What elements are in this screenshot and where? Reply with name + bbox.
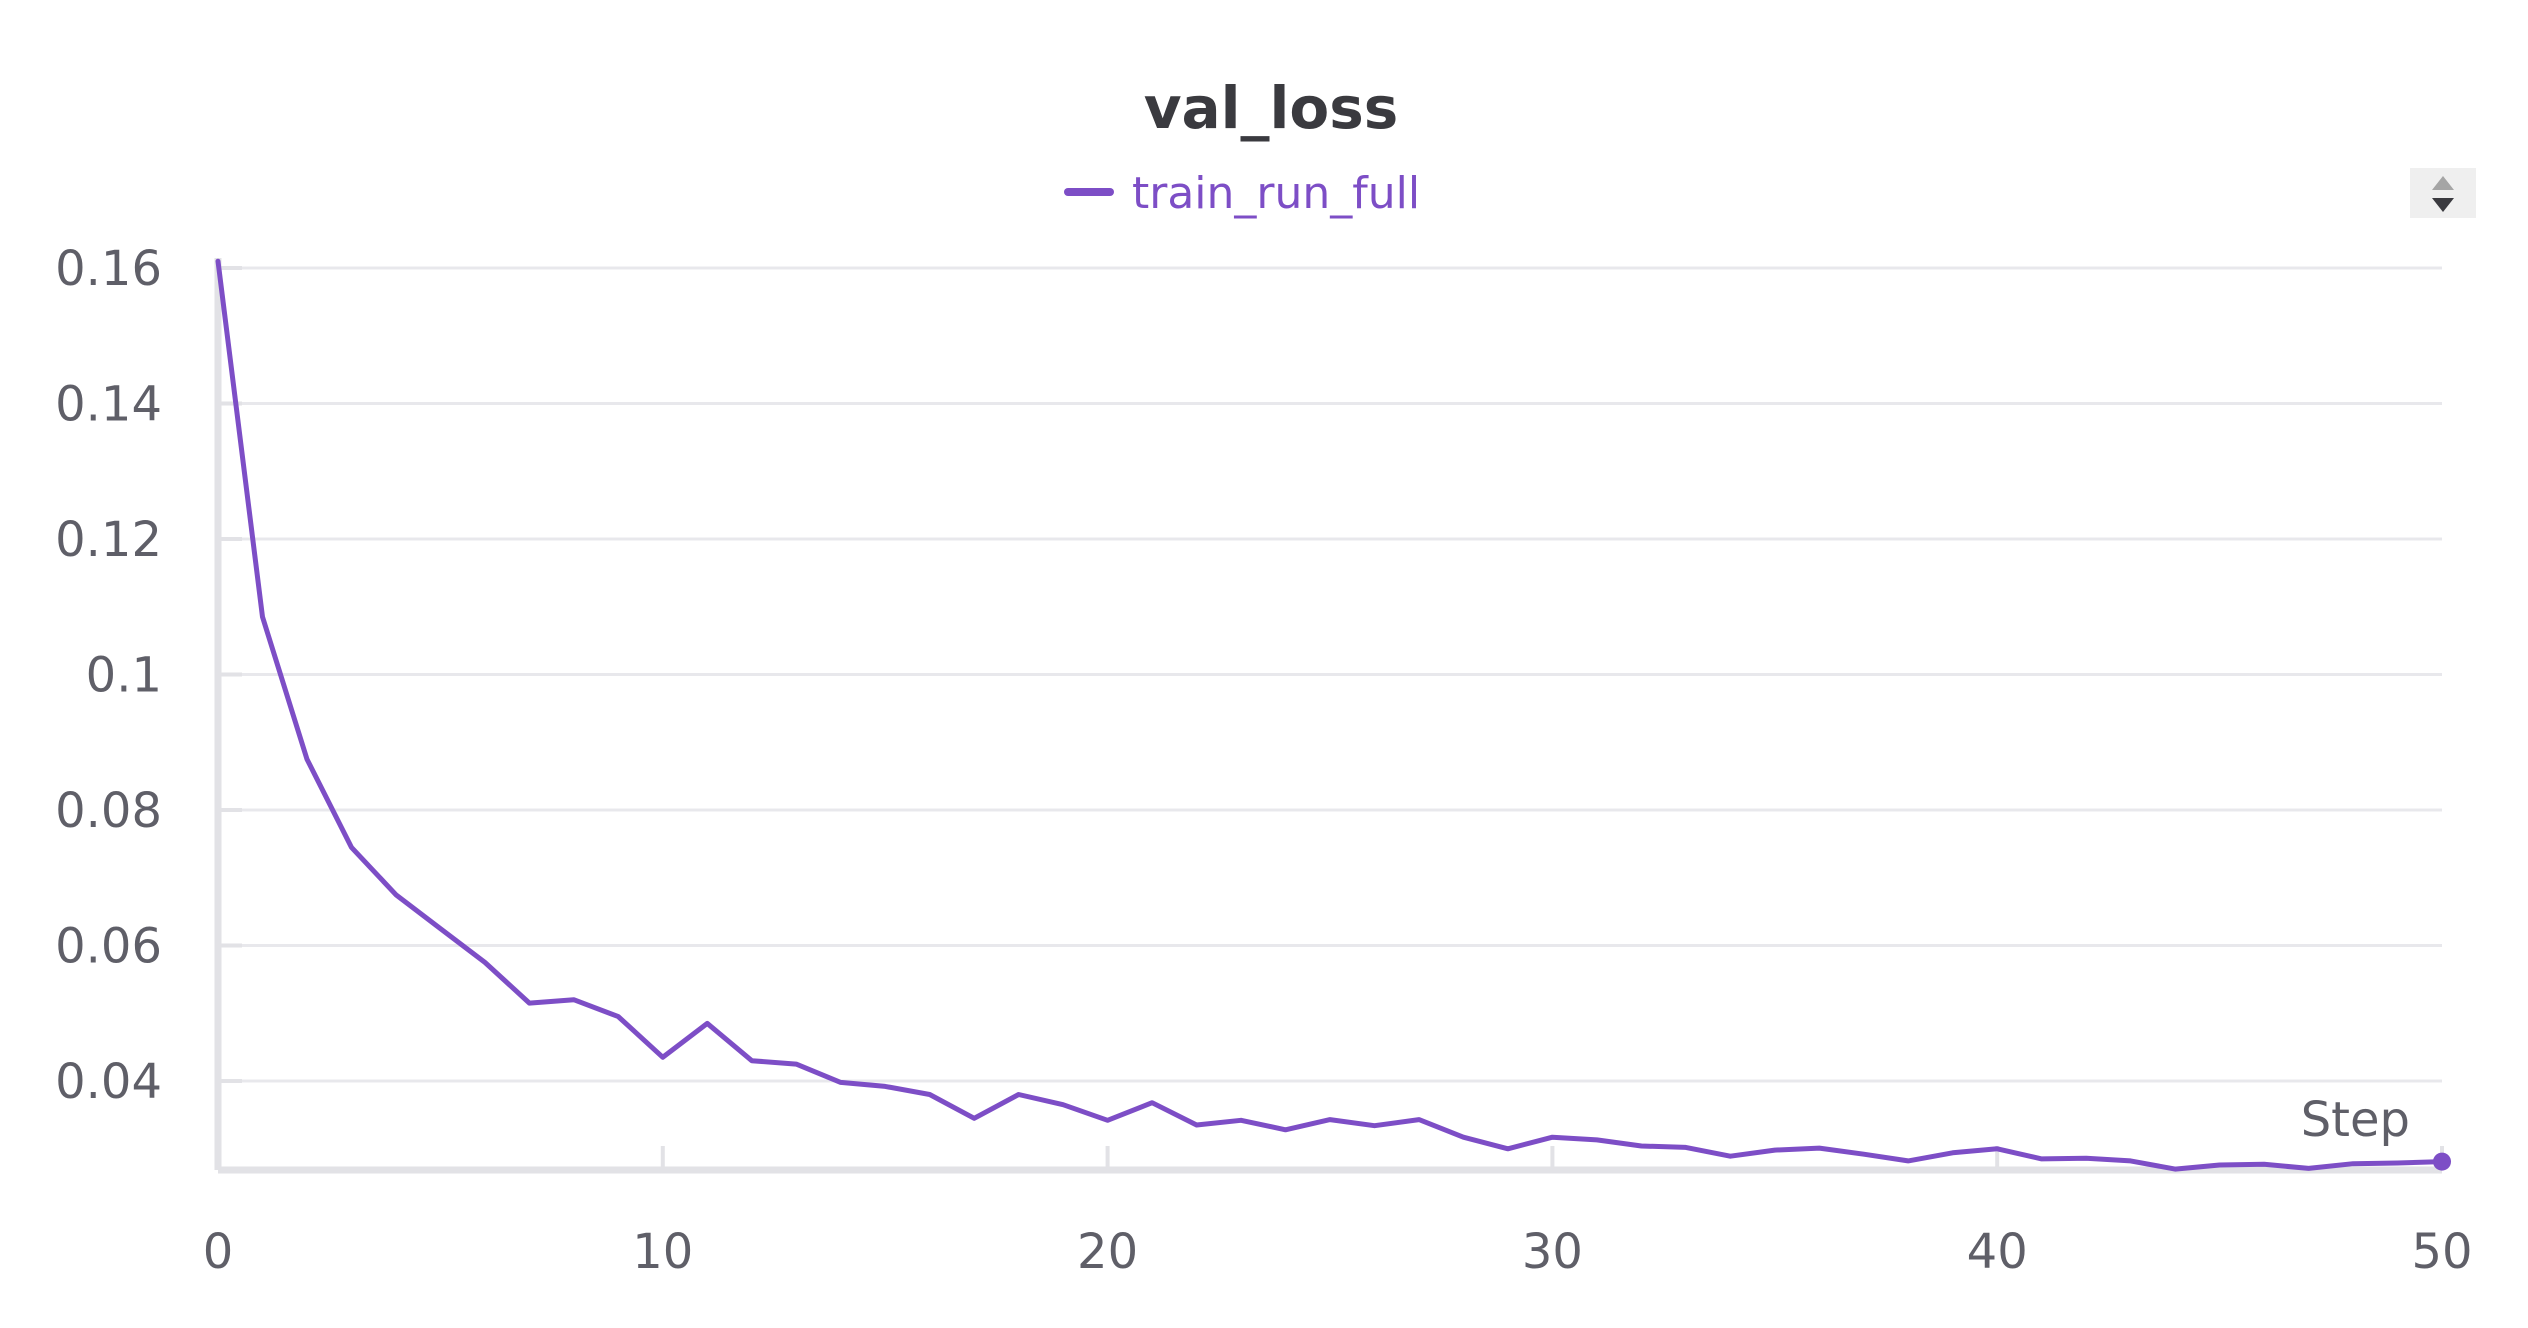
x-tick-label: 40 xyxy=(1967,1224,2028,1280)
y-tick-label: 0.08 xyxy=(55,783,162,839)
gridlines xyxy=(218,266,2442,1083)
x-tick-label: 10 xyxy=(632,1224,693,1280)
series-end-point xyxy=(2433,1152,2451,1171)
x-tick-label: 50 xyxy=(2411,1224,2472,1280)
x-tick-label: 30 xyxy=(1522,1224,1583,1280)
y-tick-label: 0.06 xyxy=(55,919,162,975)
chart-title: val_loss xyxy=(1144,74,1399,142)
y-axis-ticks: 0.04 0.06 0.08 0.1 0.12 0.14 0.16 xyxy=(55,241,242,1110)
x-axis-label: Step xyxy=(2301,1092,2410,1148)
series-layer xyxy=(215,258,2451,1172)
legend-label: train_run_full xyxy=(1132,168,1420,219)
sort-up-icon xyxy=(2432,176,2454,190)
series-line xyxy=(215,258,2445,1172)
sort-toggle-button[interactable] xyxy=(2410,168,2476,218)
y-tick-label: 0.1 xyxy=(86,648,162,704)
x-tick-label: 20 xyxy=(1077,1224,1138,1280)
x-axis-ticks: 0 10 20 30 40 50 xyxy=(203,1146,2473,1280)
y-tick-label: 0.12 xyxy=(55,512,162,568)
y-tick-label: 0.04 xyxy=(55,1054,162,1110)
axes xyxy=(214,258,2442,1174)
sort-down-icon xyxy=(2432,198,2454,212)
y-tick-label: 0.14 xyxy=(55,377,162,433)
x-tick-label: 0 xyxy=(203,1224,234,1280)
y-tick-label: 0.16 xyxy=(55,241,162,297)
legend[interactable]: train_run_full xyxy=(1064,168,1420,219)
